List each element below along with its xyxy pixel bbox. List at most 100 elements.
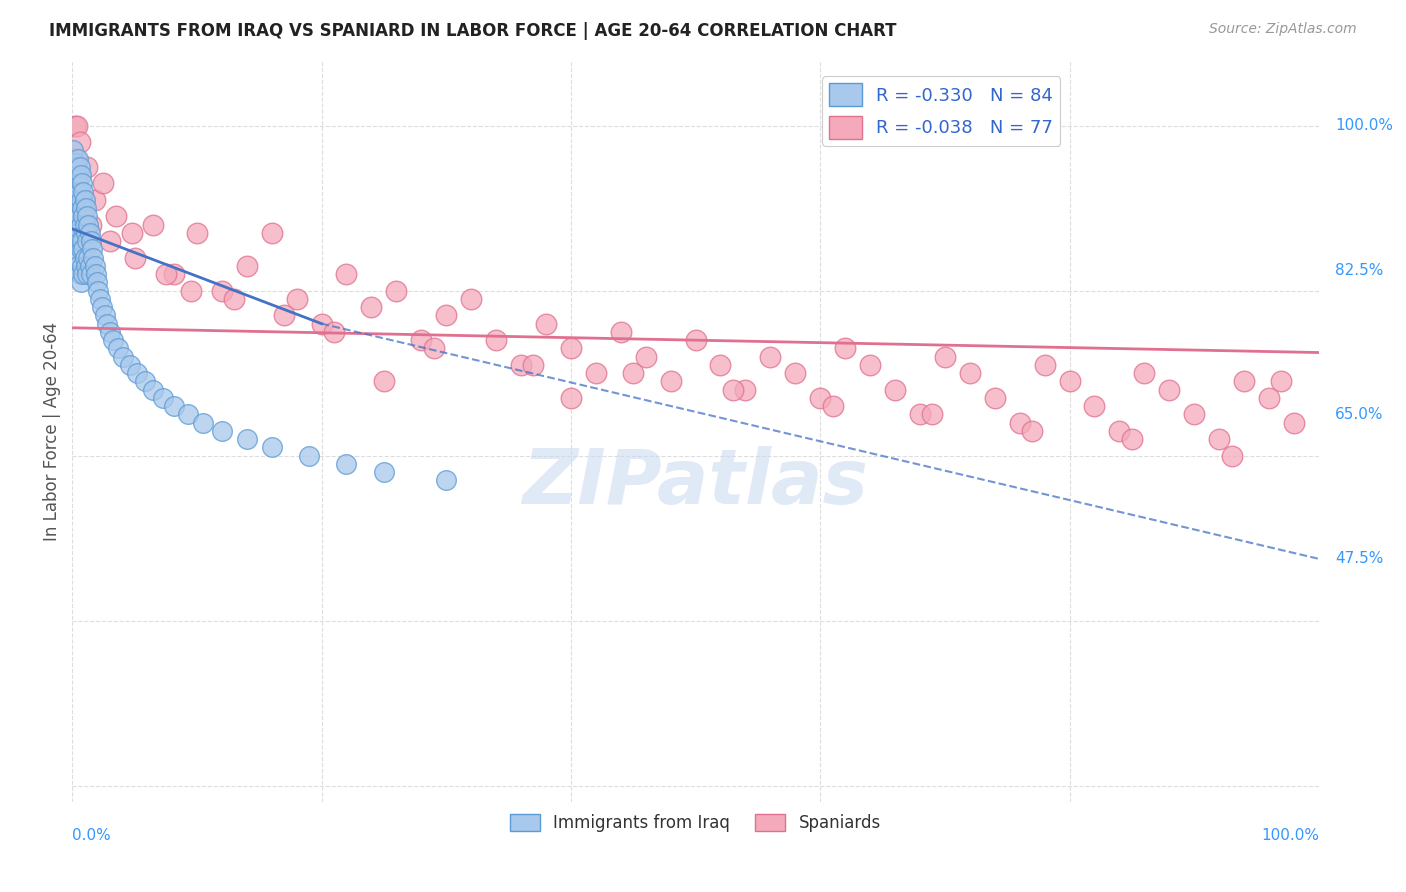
Point	[411, 333, 433, 347]
Point	[66, 185, 89, 199]
Point	[659, 375, 682, 389]
Point	[93, 177, 115, 191]
Point	[360, 300, 382, 314]
Point	[62, 185, 84, 199]
Point	[1159, 383, 1181, 397]
Point	[70, 177, 93, 191]
Point	[323, 325, 346, 339]
Point	[859, 358, 882, 372]
Point	[98, 325, 121, 339]
Point	[70, 259, 93, 273]
Point	[65, 193, 87, 207]
Point	[98, 234, 121, 248]
Point	[821, 399, 844, 413]
Point	[69, 267, 91, 281]
Point	[77, 251, 100, 265]
Point	[103, 333, 125, 347]
Point	[224, 292, 246, 306]
Point	[155, 267, 177, 281]
Point	[75, 259, 97, 273]
Text: Source: ZipAtlas.com: Source: ZipAtlas.com	[1209, 22, 1357, 37]
Text: ZIPatlas: ZIPatlas	[523, 446, 869, 520]
Point	[66, 119, 89, 133]
Point	[67, 259, 90, 273]
Point	[934, 350, 956, 364]
Point	[77, 218, 100, 232]
Legend: Immigrants from Iraq, Spaniards: Immigrants from Iraq, Spaniards	[503, 807, 887, 838]
Point	[83, 259, 105, 273]
Point	[180, 284, 202, 298]
Point	[73, 193, 96, 207]
Point	[73, 251, 96, 265]
Point	[124, 251, 146, 265]
Point	[67, 226, 90, 240]
Point	[76, 210, 98, 224]
Point	[186, 226, 208, 240]
Point	[67, 201, 90, 215]
Point	[211, 284, 233, 298]
Point	[69, 234, 91, 248]
Point	[1233, 375, 1256, 389]
Point	[66, 226, 89, 240]
Point	[983, 391, 1005, 405]
Point	[422, 342, 444, 356]
Point	[1270, 375, 1292, 389]
Point	[585, 366, 607, 380]
Point	[236, 432, 259, 446]
Point	[75, 201, 97, 215]
Point	[63, 210, 86, 224]
Point	[1108, 424, 1130, 438]
Point	[76, 234, 98, 248]
Point	[72, 243, 94, 257]
Point	[76, 160, 98, 174]
Point	[311, 317, 333, 331]
Point	[107, 342, 129, 356]
Point	[1008, 416, 1031, 430]
Point	[125, 366, 148, 380]
Point	[260, 226, 283, 240]
Point	[335, 457, 357, 471]
Point	[112, 350, 135, 364]
Text: IMMIGRANTS FROM IRAQ VS SPANIARD IN LABOR FORCE | AGE 20-64 CORRELATION CHART: IMMIGRANTS FROM IRAQ VS SPANIARD IN LABO…	[49, 22, 897, 40]
Point	[75, 226, 97, 240]
Point	[373, 465, 395, 479]
Point	[69, 210, 91, 224]
Point	[121, 226, 143, 240]
Point	[104, 210, 127, 224]
Point	[70, 234, 93, 248]
Point	[69, 185, 91, 199]
Point	[1021, 424, 1043, 438]
Point	[709, 358, 731, 372]
Point	[96, 317, 118, 331]
Point	[298, 449, 321, 463]
Point	[335, 267, 357, 281]
Point	[65, 177, 87, 191]
Point	[522, 358, 544, 372]
Point	[434, 309, 457, 323]
Point	[134, 375, 156, 389]
Point	[721, 383, 744, 397]
Point	[1182, 408, 1205, 422]
Point	[67, 152, 90, 166]
Point	[79, 226, 101, 240]
Point	[142, 218, 165, 232]
Point	[70, 193, 93, 207]
Text: 100.0%: 100.0%	[1261, 829, 1319, 843]
Point	[70, 243, 93, 257]
Point	[65, 152, 87, 166]
Point	[79, 259, 101, 273]
Point	[834, 342, 856, 356]
Point	[1083, 399, 1105, 413]
Point	[685, 333, 707, 347]
Point	[80, 218, 103, 232]
Point	[118, 358, 141, 372]
Point	[83, 193, 105, 207]
Point	[460, 292, 482, 306]
Point	[72, 267, 94, 281]
Text: 0.0%: 0.0%	[72, 829, 111, 843]
Point	[1258, 391, 1281, 405]
Point	[163, 267, 186, 281]
Point	[191, 416, 214, 430]
Point	[1133, 366, 1156, 380]
Point	[211, 424, 233, 438]
